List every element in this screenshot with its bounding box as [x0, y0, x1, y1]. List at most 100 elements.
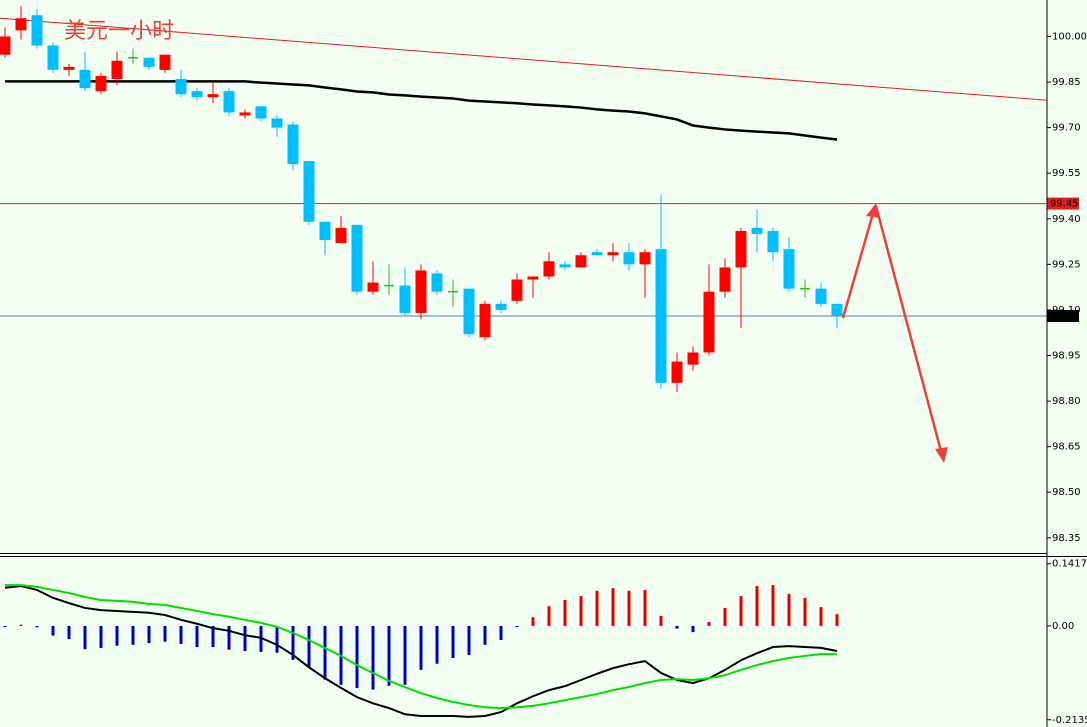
candle-body [591, 252, 603, 256]
histogram-bar [739, 596, 743, 626]
histogram-bar [163, 625, 167, 642]
candle-body [191, 91, 203, 98]
y-tick-label: 99.85 [1052, 77, 1081, 88]
y-tick-label: 98.80 [1052, 396, 1081, 407]
candle-body [367, 282, 379, 292]
histogram-bar [403, 625, 407, 685]
candle-body [207, 94, 219, 98]
candle-body [47, 45, 59, 70]
level-label-box [1047, 197, 1079, 210]
candle-body [687, 352, 699, 365]
histogram-bar [579, 596, 583, 626]
candle-body [15, 18, 27, 31]
histogram-bar [243, 625, 247, 652]
candle-body [79, 69, 91, 89]
candle-body [607, 252, 619, 256]
arrow [874, 205, 944, 456]
y-tick-label: 100.00 [1052, 31, 1087, 42]
candle-body [0, 36, 11, 55]
candle-body [655, 249, 667, 383]
macd-line [5, 584, 837, 710]
histogram-bar [547, 606, 551, 626]
candle-body [351, 224, 363, 292]
y-tick-label: 0.00 [1052, 621, 1074, 632]
y-tick-label: 98.50 [1052, 487, 1081, 498]
chart-title: 美元一小时 [64, 19, 174, 44]
candle-body [815, 288, 827, 304]
candle-body [639, 252, 651, 265]
candle-body [239, 112, 251, 116]
histogram-bar [419, 625, 423, 670]
histogram-bar [115, 625, 119, 646]
histogram-bar [307, 625, 311, 668]
candle-body [431, 273, 443, 292]
histogram-bar [643, 589, 647, 626]
candle-body [95, 75, 107, 92]
y-tick-label: 98.95 [1052, 351, 1081, 362]
histogram-bar [99, 625, 103, 648]
candle-body [111, 60, 123, 79]
histogram-bar [451, 625, 455, 659]
candle-body [671, 361, 683, 383]
y-tick-label: 99.25 [1052, 259, 1081, 270]
histogram-bar [787, 593, 791, 626]
candle-body [767, 230, 779, 253]
y-tick-label: 99.55 [1052, 168, 1081, 179]
candle-body [415, 270, 427, 313]
histogram-bar [131, 625, 135, 645]
y-tick-label: -0.2135 [1052, 715, 1087, 726]
candle-body [223, 91, 235, 113]
histogram-bar [435, 625, 439, 664]
candle-body [719, 267, 731, 292]
candle-body [735, 230, 747, 268]
candle-body [399, 285, 411, 313]
projection-arrows [841, 203, 948, 463]
histogram-bar [707, 622, 711, 626]
y-tick-label: 99.40 [1052, 214, 1081, 225]
level-label-box [1047, 310, 1079, 322]
candle-body [463, 288, 475, 335]
histogram-bar [259, 625, 263, 652]
histogram-bar [723, 607, 727, 626]
candle-body [319, 221, 331, 241]
trendline [0, 17, 1048, 101]
histogram-bar [275, 625, 279, 653]
candle-body [495, 303, 507, 310]
candle-body [159, 54, 171, 70]
y-tick-label: 0.1417 [1052, 559, 1087, 570]
candle-body [335, 227, 347, 244]
histogram-bar [83, 625, 87, 650]
histogram-bar [659, 615, 663, 626]
price-panel: 100.0099.8599.7099.5599.4099.2599.1098.9… [0, 6, 1087, 544]
candle-body [559, 264, 571, 268]
histogram-bar [467, 625, 471, 655]
candle-body [175, 79, 187, 95]
histogram-bar [211, 625, 215, 648]
histogram-bar [515, 625, 519, 627]
histogram-bar [819, 607, 823, 626]
histogram-bar [195, 625, 199, 648]
histogram-bar [803, 597, 807, 626]
arrow [841, 209, 876, 319]
level-label: 99.08 [1050, 311, 1079, 322]
histogram-bar [67, 625, 71, 640]
histogram-bar [675, 625, 679, 629]
level-label: 99.45 [1050, 199, 1079, 210]
moving-average [5, 80, 838, 141]
histogram-bar [147, 625, 151, 644]
histogram-bar [627, 590, 631, 626]
candle-body [63, 66, 75, 70]
histogram-bar [227, 625, 231, 650]
candle-body [287, 124, 299, 165]
histogram-bar [291, 625, 295, 660]
macd-line [4, 584, 838, 718]
histogram-bar [771, 585, 775, 626]
candle-body [831, 303, 843, 316]
candle-body [271, 118, 283, 128]
candle-body [255, 106, 267, 119]
histogram-bar [563, 600, 567, 626]
candle-body [479, 303, 491, 338]
histogram-bar [499, 625, 503, 641]
histogram-bar [371, 625, 375, 690]
